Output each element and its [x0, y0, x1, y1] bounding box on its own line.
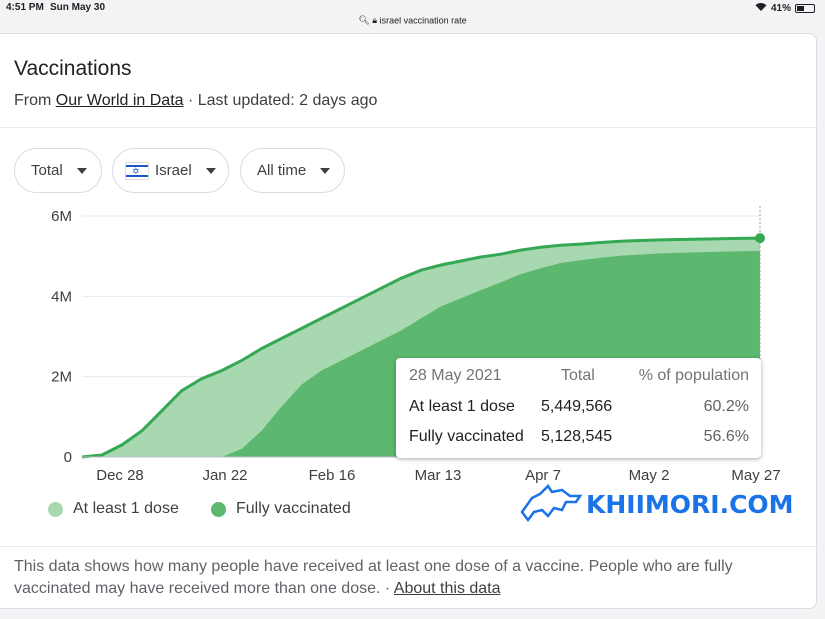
battery-percent: 41% — [770, 2, 791, 14]
tooltip-row-total: 5,128,545 — [541, 428, 613, 445]
chart-tooltip: 28 May 2021 Total % of population At lea… — [396, 358, 761, 458]
url-text: israel vaccination rate — [379, 15, 467, 26]
x-tick-label: Mar 13 — [415, 467, 462, 484]
chevron-down-icon — [205, 167, 216, 174]
tooltip-col-total: Total — [561, 367, 595, 384]
chevron-down-icon — [320, 167, 331, 174]
status-date: Sun May 30 — [50, 2, 106, 13]
x-tick-label: Feb 16 — [309, 467, 356, 484]
line-dose1 — [81, 236, 761, 459]
range-dropdown[interactable]: All time — [240, 148, 345, 193]
x-tick-label: Jan 22 — [202, 467, 247, 484]
x-tick-label: Dec 28 — [96, 467, 144, 484]
legend-label-full: Fully vaccinated — [236, 500, 351, 517]
last-updated: · Last updated: 2 days ago — [183, 92, 378, 109]
metric-dropdown[interactable]: Total — [14, 148, 102, 193]
footnote-sep: · — [380, 580, 394, 597]
y-tick-label: 2M — [51, 369, 72, 386]
battery-icon — [795, 3, 815, 13]
about-data-link[interactable]: About this data — [393, 580, 501, 597]
tooltip-row: At least 1 dose 5,449,566 60.2% — [409, 398, 749, 420]
tooltip-header: 28 May 2021 Total % of population — [409, 367, 749, 389]
legend-label-dose1: At least 1 dose — [73, 500, 179, 517]
status-time: 4:51 PM — [6, 2, 44, 13]
tooltip-row-label: At least 1 dose — [409, 398, 515, 415]
tooltip-date: 28 May 2021 — [409, 367, 502, 384]
y-tick-label: 4M — [51, 288, 72, 305]
card-title: Vaccinations — [14, 57, 132, 80]
footnote-text: This data shows how many people have rec… — [14, 558, 733, 597]
divider — [0, 127, 817, 128]
status-right: 41% — [755, 2, 815, 14]
lock-icon: 🔒︎ — [372, 15, 378, 26]
tooltip-row-pct: 56.6% — [703, 428, 749, 445]
divider — [0, 546, 817, 547]
search-icon: 🔍︎ — [358, 15, 370, 26]
tooltip-row-pct: 60.2% — [703, 398, 749, 415]
vaccinations-card: Vaccinations From Our World in Data · La… — [0, 33, 817, 609]
card-subtitle: From Our World in Data · Last updated: 2… — [14, 92, 377, 110]
country-dropdown[interactable]: ✡ Israel — [112, 148, 229, 193]
footnote: This data shows how many people have rec… — [14, 556, 804, 600]
country-label: Israel — [155, 162, 192, 179]
source-link[interactable]: Our World in Data — [55, 92, 184, 109]
wifi-icon — [755, 2, 767, 14]
y-tick-label: 6M — [51, 208, 72, 225]
status-bar: 4:51 PM Sun May 30 41% — [0, 0, 825, 15]
tooltip-col-pct: % of population — [638, 367, 749, 384]
tooltip-row: Fully vaccinated 5,128,545 56.6% — [409, 428, 749, 450]
legend-item-dose1[interactable]: At least 1 dose — [48, 500, 179, 518]
legend-dot-dose1 — [48, 501, 63, 517]
israel-flag-icon: ✡ — [125, 161, 149, 180]
legend-item-full[interactable]: Fully vaccinated — [211, 500, 351, 518]
tooltip-row-total: 5,449,566 — [541, 398, 613, 415]
address-bar[interactable]: 🔍︎ 🔒︎ israel vaccination rate — [0, 15, 825, 31]
x-tick-label: May 2 — [629, 467, 670, 484]
horse-logo-icon — [518, 482, 586, 527]
metric-label: Total — [31, 162, 63, 179]
tooltip-row-label: Fully vaccinated — [409, 428, 524, 445]
hover-point — [755, 233, 765, 244]
x-tick-label: May 27 — [731, 467, 780, 484]
watermark: KHIIMORI.COM — [518, 482, 794, 527]
source-prefix: From — [14, 92, 56, 109]
x-tick-label: Apr 7 — [525, 467, 561, 484]
chevron-down-icon — [76, 167, 87, 174]
watermark-text: KHIIMORI.COM — [586, 490, 794, 519]
range-label: All time — [257, 162, 307, 179]
y-tick-label: 0 — [64, 449, 72, 466]
legend-dot-full — [211, 501, 226, 517]
